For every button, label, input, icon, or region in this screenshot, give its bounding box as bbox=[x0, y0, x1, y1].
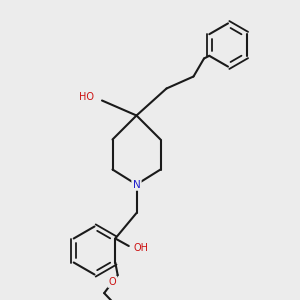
Text: N: N bbox=[133, 179, 140, 190]
Text: HO: HO bbox=[79, 92, 94, 102]
Text: O: O bbox=[109, 277, 116, 287]
Text: OH: OH bbox=[134, 243, 149, 254]
